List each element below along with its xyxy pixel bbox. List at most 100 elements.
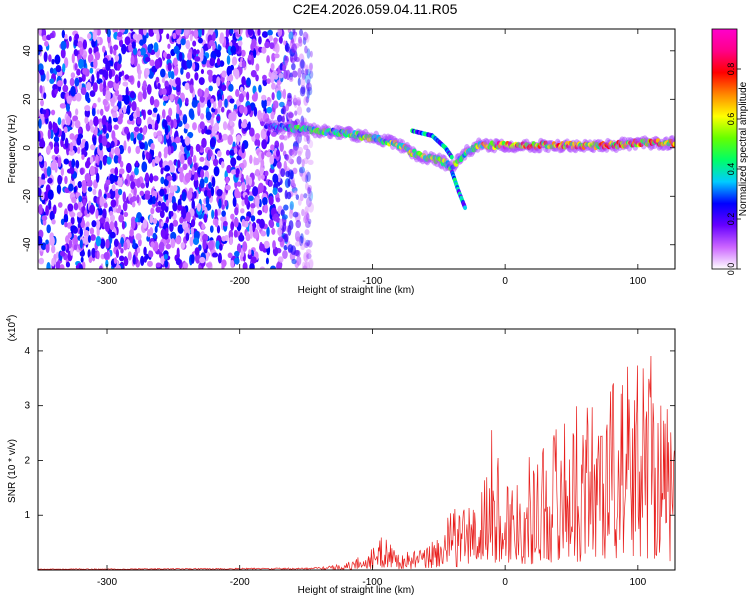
noise-mark — [43, 92, 47, 100]
noise-mark — [147, 44, 152, 54]
noise-mark — [51, 219, 56, 225]
noise-mark — [181, 191, 187, 202]
snr-xlabel: Height of straight line (km) — [298, 585, 415, 596]
noise-mark — [156, 130, 163, 137]
noise-mark — [187, 51, 193, 61]
noise-mark — [114, 220, 118, 229]
noise-mark — [217, 99, 223, 108]
colorbar-tick-label: 0.4 — [726, 163, 736, 176]
x-tick-label: 100 — [629, 577, 646, 588]
noise-mark — [101, 115, 107, 126]
noise-mark — [43, 191, 49, 202]
noise-mark — [76, 211, 83, 218]
noise-mark — [260, 158, 265, 168]
spectrogram-y-axis: -40 -20 0 20 40 — [22, 45, 675, 252]
noise-mark — [305, 64, 309, 75]
noise-mark — [75, 159, 80, 169]
noise-mark — [56, 184, 62, 194]
noise-mark — [239, 104, 245, 114]
noise-mark — [137, 91, 143, 103]
noise-mark — [228, 83, 234, 92]
noise-mark — [261, 139, 268, 150]
noise-mark — [213, 166, 220, 177]
snr-frame — [37, 328, 676, 571]
noise-mark — [129, 91, 136, 99]
noise-mark — [304, 73, 311, 85]
noise-mark — [224, 98, 228, 108]
noise-mark — [201, 223, 206, 231]
noise-mark — [274, 43, 280, 54]
noise-mark — [199, 256, 206, 264]
spectrogram-signal-marks — [263, 118, 675, 211]
noise-mark — [240, 208, 245, 214]
noise-mark — [115, 249, 119, 259]
noise-mark — [234, 217, 239, 228]
noise-mark — [287, 92, 292, 99]
y-tick-label: 1 — [24, 510, 30, 521]
noise-mark — [305, 239, 311, 247]
noise-mark — [268, 71, 272, 78]
noise-mark — [221, 210, 226, 217]
noise-mark — [182, 114, 188, 125]
noise-mark — [301, 171, 308, 182]
noise-mark — [158, 151, 162, 159]
noise-mark — [216, 115, 221, 121]
noise-mark — [148, 29, 155, 37]
noise-mark — [112, 105, 119, 111]
y-tick-label: -20 — [22, 189, 33, 204]
noise-mark — [190, 226, 194, 235]
noise-mark — [163, 178, 169, 187]
noise-mark — [57, 202, 63, 208]
noise-mark — [38, 118, 42, 129]
noise-mark — [276, 114, 283, 123]
noise-mark — [291, 258, 297, 265]
noise-mark — [46, 166, 52, 177]
noise-mark — [302, 265, 308, 269]
noise-mark — [135, 233, 142, 241]
noise-mark — [304, 182, 309, 191]
noise-mark — [172, 219, 179, 227]
noise-mark — [92, 31, 97, 42]
noise-mark — [79, 239, 83, 249]
noise-mark — [57, 174, 63, 185]
noise-mark — [215, 240, 220, 250]
noise-mark — [60, 48, 66, 59]
noise-mark — [87, 33, 92, 40]
noise-mark — [160, 167, 164, 175]
noise-mark — [210, 116, 214, 127]
noise-mark — [70, 247, 74, 256]
noise-mark — [165, 243, 172, 250]
noise-mark — [219, 32, 224, 39]
noise-mark — [172, 32, 177, 40]
noise-mark — [205, 129, 212, 135]
noise-mark — [154, 58, 160, 70]
noise-mark — [63, 126, 68, 134]
noise-mark — [77, 127, 82, 135]
noise-mark — [254, 196, 260, 207]
noise-mark — [68, 149, 75, 156]
noise-mark — [189, 33, 193, 42]
noise-mark — [297, 67, 302, 79]
noise-mark — [131, 201, 136, 208]
noise-mark — [184, 172, 191, 183]
noise-mark — [209, 225, 214, 233]
noise-mark — [160, 255, 165, 265]
noise-mark — [74, 77, 80, 87]
noise-mark — [109, 220, 115, 231]
noise-mark — [306, 196, 312, 208]
noise-mark — [136, 117, 142, 125]
noise-mark — [287, 178, 291, 187]
noise-mark — [163, 51, 167, 58]
noise-mark — [296, 135, 302, 144]
noise-mark — [258, 199, 262, 208]
noise-mark — [38, 29, 42, 37]
noise-mark — [136, 194, 140, 204]
noise-mark — [261, 94, 267, 101]
noise-mark — [118, 168, 125, 175]
noise-mark — [305, 33, 310, 43]
noise-mark — [152, 29, 159, 35]
noise-mark — [123, 94, 130, 105]
noise-mark — [152, 218, 158, 225]
noise-mark — [141, 109, 145, 116]
noise-mark — [153, 131, 157, 137]
